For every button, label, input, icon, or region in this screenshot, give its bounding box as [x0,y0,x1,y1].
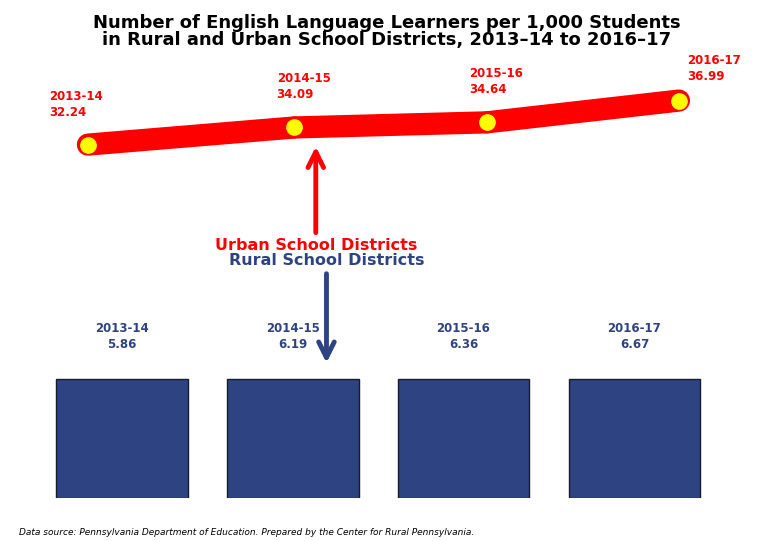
FancyBboxPatch shape [56,379,187,498]
Text: Data source: Pennsylvania Department of Education. Prepared by the Center for Ru: Data source: Pennsylvania Department of … [19,527,474,537]
Text: 2013-14
5.86: 2013-14 5.86 [95,321,149,351]
Text: Rural School Districts: Rural School Districts [229,253,424,358]
Text: 2016-17
36.99: 2016-17 36.99 [687,54,741,83]
Text: in Rural and Urban School Districts, 2013–14 to 2016–17: in Rural and Urban School Districts, 201… [102,31,672,49]
Text: Number of English Language Learners per 1,000 Students: Number of English Language Learners per … [93,14,681,31]
Text: 2015-16
34.64: 2015-16 34.64 [469,68,522,96]
Text: 2016-17
6.67: 2016-17 6.67 [608,321,661,351]
Text: 2014-15
34.09: 2014-15 34.09 [276,72,330,102]
Text: 2015-16
6.36: 2015-16 6.36 [437,321,491,351]
FancyBboxPatch shape [569,379,700,498]
Text: 2013-14
32.24: 2013-14 32.24 [49,90,102,118]
FancyBboxPatch shape [398,379,529,498]
Text: 2014-15
6.19: 2014-15 6.19 [265,321,320,351]
Text: Urban School Districts: Urban School Districts [214,152,417,253]
FancyBboxPatch shape [227,379,358,498]
